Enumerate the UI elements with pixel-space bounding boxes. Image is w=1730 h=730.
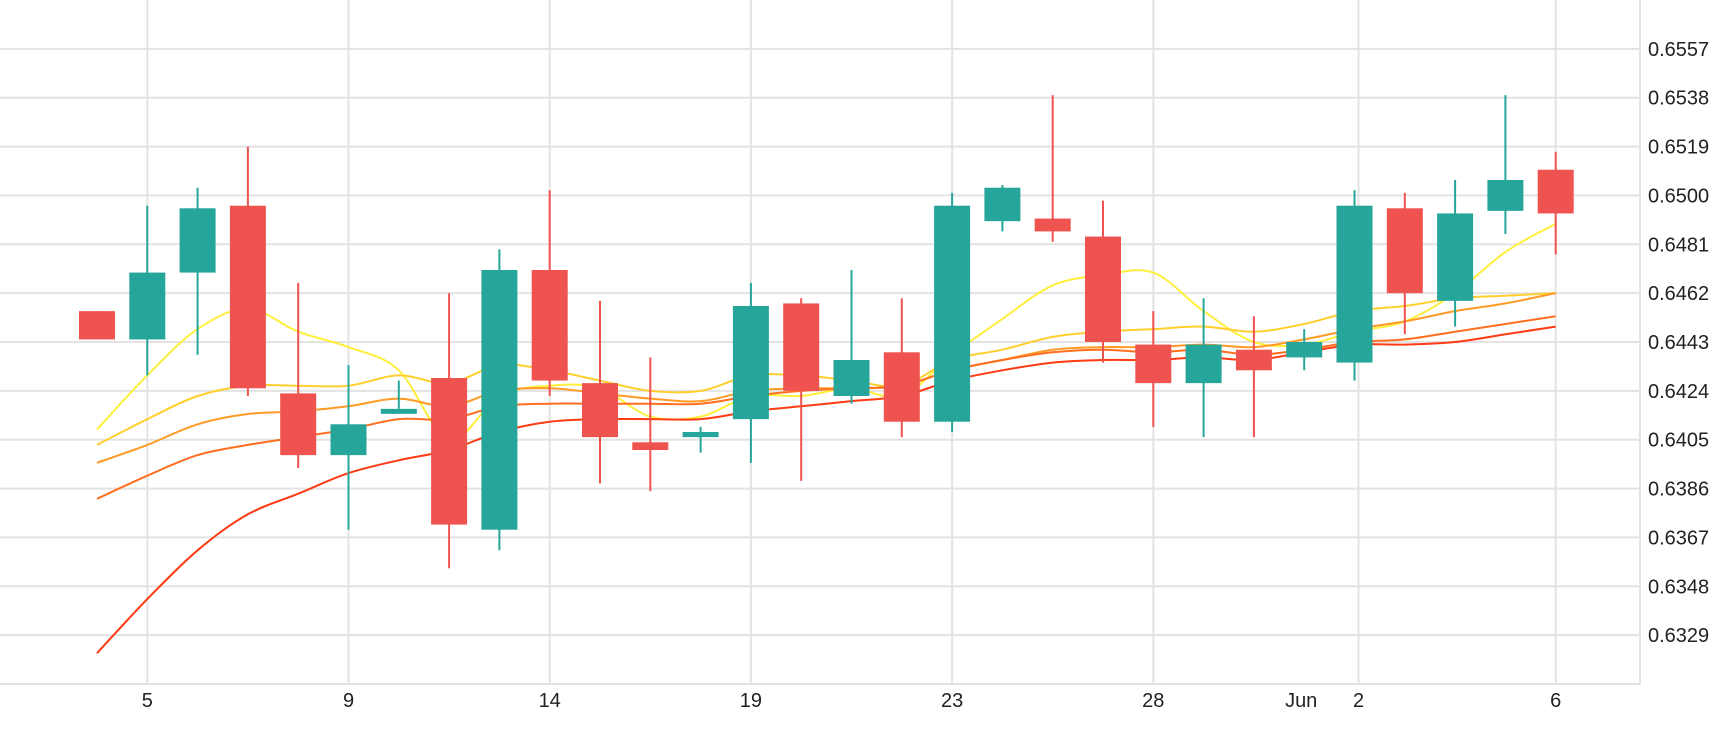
ma-line-2 <box>96 292 1556 446</box>
candle <box>984 185 1021 232</box>
candle-body <box>79 311 115 340</box>
y-tick-label: 0.6405 <box>1648 430 1709 452</box>
candle <box>229 146 266 396</box>
candle <box>1034 95 1071 242</box>
candle-body <box>380 408 417 414</box>
y-tick-label: 0.6348 <box>1648 576 1709 598</box>
y-tick-label: 0.6462 <box>1648 283 1709 305</box>
candle-body <box>229 205 266 389</box>
x-tick-label: 14 <box>539 690 561 712</box>
candle-body <box>531 270 568 381</box>
candle <box>129 205 166 376</box>
candle-body <box>1185 344 1222 384</box>
y-tick-label: 0.6481 <box>1648 234 1709 256</box>
candle-body <box>1286 342 1323 358</box>
candle <box>833 270 870 404</box>
candle <box>1135 311 1172 427</box>
y-tick-label: 0.6557 <box>1648 39 1709 61</box>
x-tick-label: 19 <box>740 690 762 712</box>
x-tick-label: 6 <box>1550 690 1561 712</box>
candle-body <box>481 270 518 530</box>
candle <box>632 357 669 492</box>
candle <box>1235 316 1272 438</box>
x-tick-label: 23 <box>941 690 963 712</box>
candle-body <box>632 442 669 450</box>
ma-line-3 <box>96 292 1556 464</box>
candle <box>582 300 618 484</box>
candle <box>682 426 719 453</box>
candle-body <box>984 187 1021 222</box>
candle-body <box>330 424 367 456</box>
candle-body <box>1034 218 1071 232</box>
candle <box>1386 192 1423 335</box>
y-tick-label: 0.6519 <box>1648 137 1709 159</box>
x-tick-label: 28 <box>1142 690 1164 712</box>
candle <box>1537 151 1574 255</box>
candles <box>79 95 1574 569</box>
y-tick-label: 0.6367 <box>1648 527 1709 549</box>
y-axis: 0.6557 0.6538 0.6519 0.6500 0.6481 0.6462 0.64… <box>1648 39 1709 647</box>
candle-body <box>682 432 719 438</box>
ma-line-5 <box>96 325 1556 654</box>
candle <box>531 190 568 396</box>
x-tick-label: 9 <box>343 690 354 712</box>
candle-body <box>1487 180 1524 211</box>
candle <box>481 249 518 551</box>
x-tick-label: 2 <box>1353 690 1364 712</box>
candle <box>179 187 216 355</box>
candle-body <box>1235 349 1272 371</box>
candle <box>330 365 367 530</box>
candle <box>883 298 920 438</box>
candle <box>431 293 468 569</box>
candle-body <box>783 303 820 391</box>
x-tick-label: Jun <box>1285 690 1317 712</box>
candle-body <box>1085 236 1121 342</box>
y-tick-label: 0.6424 <box>1648 381 1709 403</box>
x-tick-label: 5 <box>142 690 153 712</box>
y-tick-label: 0.6386 <box>1648 479 1709 501</box>
candle-body <box>179 208 216 273</box>
y-tick-label: 0.6329 <box>1648 625 1709 647</box>
candle-body <box>1386 208 1423 294</box>
candle <box>380 380 417 414</box>
candle-body <box>1135 344 1172 384</box>
candle <box>1085 200 1121 363</box>
candle <box>280 282 317 468</box>
y-tick-label: 0.6500 <box>1648 185 1709 207</box>
candle <box>1185 298 1222 438</box>
candle-body <box>280 393 317 456</box>
candle <box>1437 180 1474 327</box>
candle-body <box>1537 169 1574 214</box>
candle <box>79 311 115 340</box>
candle-body <box>431 378 468 525</box>
y-tick-label: 0.6443 <box>1648 332 1709 354</box>
x-axis: 5 9 14 19 23 28 Jun 2 6 <box>142 690 1562 712</box>
candle <box>783 298 820 481</box>
candle <box>732 282 769 463</box>
candle <box>1286 329 1323 371</box>
y-tick-label: 0.6538 <box>1648 88 1709 110</box>
candle-body <box>582 383 618 438</box>
candle <box>1487 95 1524 234</box>
candle <box>1336 190 1373 381</box>
candle-body <box>732 306 769 420</box>
candle-body <box>833 360 870 396</box>
candle-body <box>883 352 920 422</box>
candle-body <box>129 272 166 340</box>
candle-body <box>1336 205 1373 363</box>
candle-body <box>934 205 971 422</box>
candle <box>934 192 971 432</box>
candle-body <box>1437 213 1474 301</box>
